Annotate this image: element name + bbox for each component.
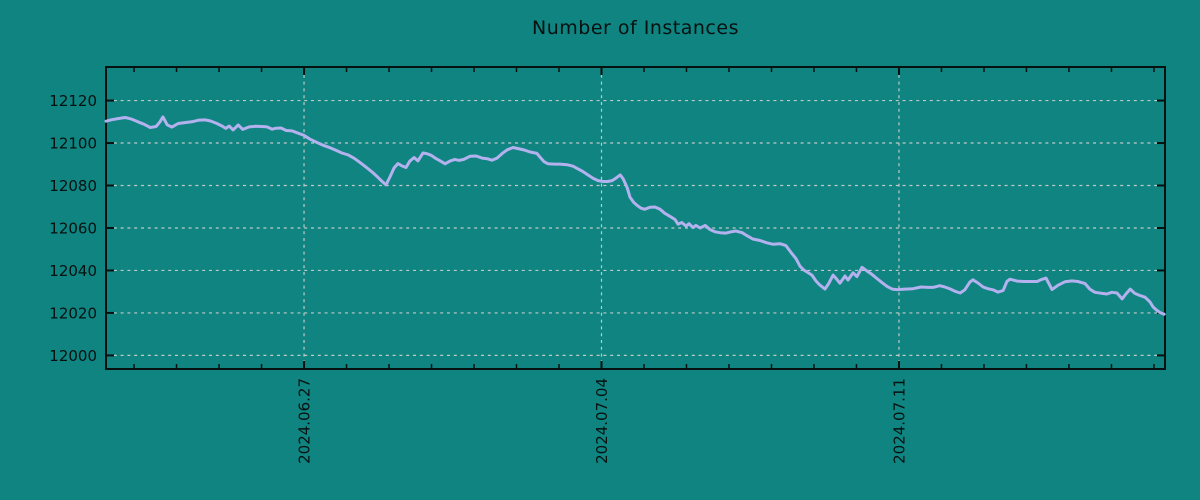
y-tick-label: 12020 [49,304,97,322]
x-tick-label: 2024.07.04 [593,378,611,464]
x-tick-label: 2024.06.27 [296,378,314,464]
plot-border [105,66,1166,370]
gridlines [107,68,1164,368]
y-tick-label: 12120 [49,92,97,110]
y-tick-label: 12000 [49,347,97,365]
y-tick-label: 12080 [49,177,97,195]
chart-title: Number of Instances [532,17,739,39]
y-tick-label: 12040 [49,262,97,280]
y-tick-label: 12060 [49,219,97,237]
y-tick-label: 12100 [49,135,97,153]
series-line-instances [104,115,1166,316]
tick-labels: 12000 12020 12040 12060 12080 12100 12120 2024.… [49,92,908,464]
x-tick-label: 2024.07.11 [890,378,908,464]
